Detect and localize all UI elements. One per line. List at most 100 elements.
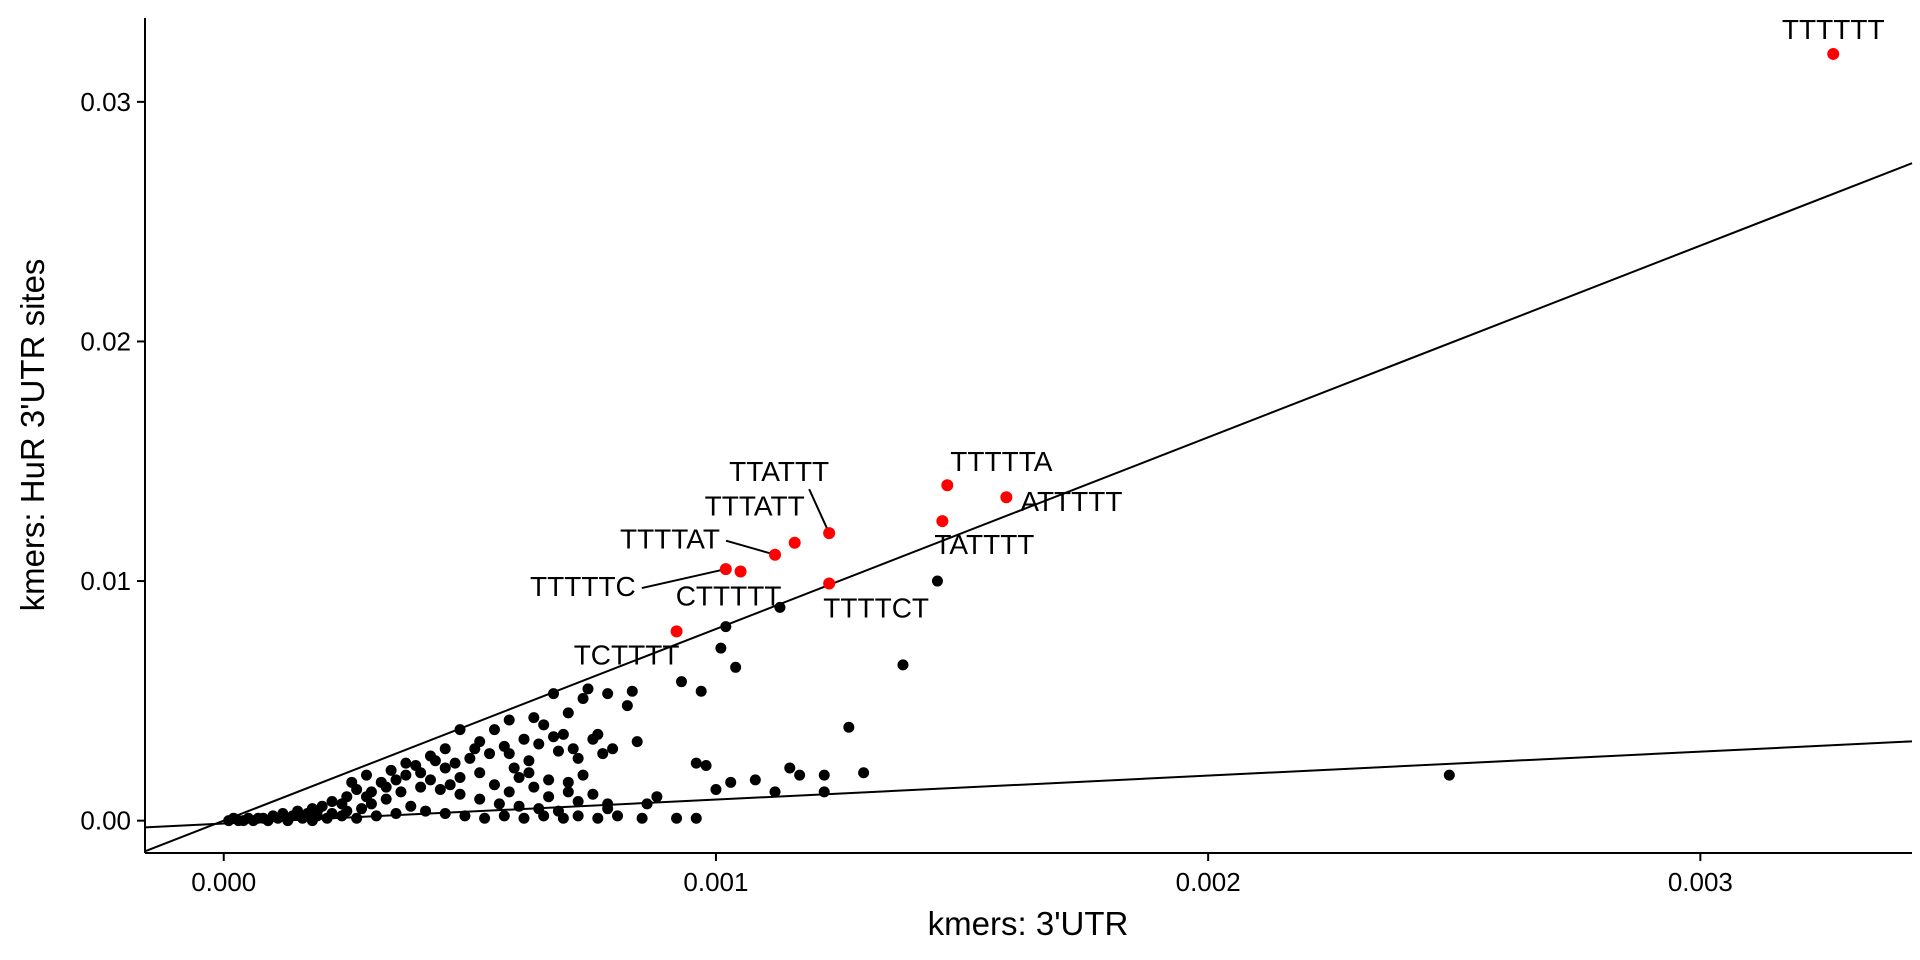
data-point bbox=[730, 661, 742, 673]
point-label: TTATTT bbox=[729, 456, 829, 487]
data-point bbox=[769, 786, 781, 798]
data-point bbox=[237, 815, 249, 827]
data-point bbox=[621, 700, 633, 712]
data-point bbox=[400, 769, 412, 781]
data-point bbox=[538, 810, 550, 822]
data-point bbox=[528, 781, 540, 793]
data-point bbox=[439, 743, 451, 755]
data-point bbox=[351, 812, 363, 824]
data-point bbox=[518, 812, 530, 824]
data-point bbox=[400, 757, 412, 769]
highlighted-point bbox=[734, 565, 747, 578]
leader-line bbox=[725, 539, 776, 556]
data-point bbox=[360, 791, 372, 803]
data-point bbox=[1443, 769, 1455, 781]
data-point bbox=[503, 714, 515, 726]
data-point bbox=[523, 767, 535, 779]
data-point bbox=[439, 807, 451, 819]
point-label: TTTTTA bbox=[950, 446, 1052, 477]
data-point bbox=[720, 621, 732, 633]
data-point bbox=[484, 748, 496, 760]
highlighted-point bbox=[1000, 491, 1013, 504]
data-point bbox=[690, 812, 702, 824]
y-axis-title: kmers: HuR 3'UTR sites bbox=[14, 259, 51, 612]
data-point bbox=[543, 791, 555, 803]
data-point bbox=[818, 786, 830, 798]
data-point bbox=[725, 776, 737, 788]
data-point bbox=[557, 728, 569, 740]
data-point bbox=[380, 793, 392, 805]
reference-line-1 bbox=[144, 162, 1913, 853]
data-point bbox=[301, 807, 313, 819]
highlighted-point bbox=[769, 548, 782, 561]
x-tick-label: 0.001 bbox=[683, 867, 748, 897]
data-point bbox=[557, 812, 569, 824]
highlighted-point bbox=[823, 527, 836, 540]
point-label: TTTTAT bbox=[620, 524, 720, 555]
point-label: CTTTTT bbox=[676, 580, 782, 611]
data-point bbox=[592, 812, 604, 824]
data-point bbox=[439, 762, 451, 774]
x-tick-label: 0.000 bbox=[191, 867, 256, 897]
data-point bbox=[794, 769, 806, 781]
data-point bbox=[577, 692, 589, 704]
data-point bbox=[513, 800, 525, 812]
data-point bbox=[572, 810, 584, 822]
y-tick-label: 0.01 bbox=[80, 566, 131, 596]
data-point bbox=[513, 772, 525, 784]
data-point bbox=[641, 798, 653, 810]
data-point bbox=[690, 757, 702, 769]
data-point bbox=[479, 812, 491, 824]
point-label: TTTTTC bbox=[530, 571, 636, 602]
data-point bbox=[488, 779, 500, 791]
data-point bbox=[715, 642, 727, 654]
data-point bbox=[784, 762, 796, 774]
data-point bbox=[548, 731, 560, 743]
data-point bbox=[552, 745, 564, 757]
data-point bbox=[562, 786, 574, 798]
highlighted-points bbox=[670, 47, 1840, 638]
data-point bbox=[651, 791, 663, 803]
data-point bbox=[607, 743, 619, 755]
data-point bbox=[326, 795, 338, 807]
data-point bbox=[843, 721, 855, 733]
data-point bbox=[493, 798, 505, 810]
data-point bbox=[562, 707, 574, 719]
y-tick-label: 0.03 bbox=[80, 87, 131, 117]
unlabeled-points bbox=[223, 575, 1455, 827]
point-label: TATTTT bbox=[934, 529, 1034, 560]
data-point bbox=[454, 772, 466, 784]
data-point bbox=[454, 724, 466, 736]
data-point bbox=[671, 812, 683, 824]
data-point bbox=[508, 762, 520, 774]
axes bbox=[144, 18, 1912, 854]
data-point bbox=[538, 719, 550, 731]
highlighted-point bbox=[823, 577, 836, 590]
data-point bbox=[523, 755, 535, 767]
y-tick-label: 0.02 bbox=[80, 326, 131, 356]
data-point bbox=[695, 685, 707, 697]
highlighted-point bbox=[670, 625, 683, 638]
point-label: TTTATT bbox=[705, 491, 805, 522]
highlighted-point bbox=[941, 479, 954, 492]
data-point bbox=[390, 807, 402, 819]
data-point bbox=[774, 601, 786, 613]
data-point bbox=[572, 752, 584, 764]
y-axis-ticks: 0.00 0.01 0.02 0.03 bbox=[80, 87, 145, 836]
data-point bbox=[321, 812, 333, 824]
data-point bbox=[572, 795, 584, 807]
reference-lines bbox=[144, 162, 1913, 853]
data-point bbox=[420, 805, 432, 817]
data-point bbox=[592, 728, 604, 740]
data-point bbox=[631, 736, 643, 748]
leader-line bbox=[641, 568, 727, 590]
data-point bbox=[385, 764, 397, 776]
data-point bbox=[410, 760, 422, 772]
data-point bbox=[336, 810, 348, 822]
data-point bbox=[602, 798, 614, 810]
data-point bbox=[311, 805, 323, 817]
data-point bbox=[636, 812, 648, 824]
data-point bbox=[262, 815, 274, 827]
